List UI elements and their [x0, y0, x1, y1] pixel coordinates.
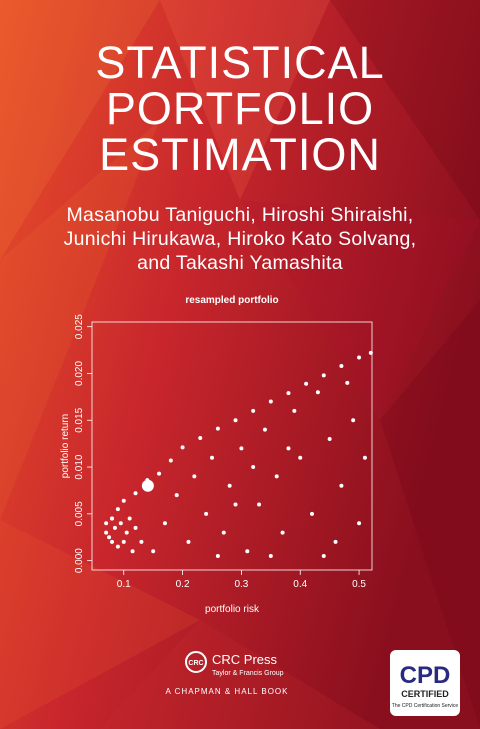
point: [157, 471, 162, 476]
x-tick-label: 0.1: [117, 579, 131, 590]
author-line: Junichi Hirukawa, Hiroko Kato Solvang,: [64, 228, 417, 250]
publisher-name: CRC Press: [212, 652, 278, 667]
badge-mark: CPD: [400, 662, 451, 689]
point: [118, 521, 123, 526]
author-line: and Takashi Yamashita: [137, 252, 343, 274]
point: [121, 498, 126, 503]
crc-logo-text: CRC: [188, 660, 203, 667]
point: [174, 493, 179, 498]
author-line: Masanobu Taniguchi, Hiroshi Shiraishi,: [66, 204, 413, 226]
point: [180, 445, 185, 450]
point: [186, 539, 191, 544]
point: [104, 530, 109, 535]
title-line: ESTIMATION: [99, 129, 381, 180]
point: [321, 553, 326, 558]
point: [115, 507, 120, 512]
point: [286, 446, 291, 451]
point: [298, 455, 303, 460]
point: [151, 549, 156, 554]
point: [221, 530, 226, 535]
y-axis-label: portfolio return: [60, 414, 71, 478]
point: [327, 436, 332, 441]
point: [110, 516, 114, 521]
point: [139, 539, 144, 544]
point: [204, 511, 209, 516]
point: [133, 525, 138, 530]
point: [104, 521, 109, 526]
point: [274, 474, 279, 479]
point: [192, 474, 197, 479]
point: [292, 408, 297, 413]
point: [280, 530, 285, 535]
point: [115, 544, 120, 549]
point: [257, 502, 262, 507]
y-tick-label: 0.020: [74, 361, 85, 386]
point: [362, 455, 367, 460]
point: [357, 521, 362, 526]
y-tick-label: 0.000: [74, 548, 85, 573]
point: [107, 535, 112, 540]
point: [227, 483, 232, 488]
point: [345, 380, 350, 385]
point: [339, 363, 344, 368]
point: [268, 553, 273, 558]
point: [233, 418, 238, 423]
point: [112, 525, 117, 530]
point: [268, 399, 273, 404]
badge-word: CERTIFIED: [401, 689, 449, 699]
point: [339, 483, 344, 488]
point: [133, 491, 138, 496]
point: [251, 408, 256, 413]
y-tick-label: 0.005: [74, 501, 85, 526]
imprint: A CHAPMAN & HALL BOOK: [166, 687, 289, 696]
point: [245, 549, 250, 554]
point: [110, 539, 114, 544]
point: [130, 549, 135, 554]
x-tick-label: 0.4: [293, 579, 307, 590]
x-axis-label: portfolio risk: [205, 604, 260, 615]
x-tick-label: 0.2: [176, 579, 190, 590]
badge-service: The CPD Certification Service: [392, 703, 459, 709]
point: [321, 373, 326, 378]
point: [124, 530, 129, 535]
chart: resampled portfolio portfolio risk portfol…: [60, 295, 373, 615]
point: [233, 502, 238, 507]
title-line: PORTFOLIO: [106, 83, 374, 134]
point: [198, 436, 203, 441]
point: [210, 455, 214, 460]
point: [368, 350, 373, 355]
point: [262, 427, 267, 432]
point: [239, 446, 244, 451]
point: [357, 355, 362, 360]
point: [333, 539, 338, 544]
badge: [390, 650, 460, 716]
y-tick-label: 0.010: [74, 454, 85, 479]
crc-logo: [185, 651, 207, 673]
plot-frame: [91, 321, 373, 571]
point: [310, 511, 314, 516]
point: [215, 553, 220, 558]
point: [251, 465, 256, 470]
point: [304, 381, 309, 386]
point: [162, 521, 167, 526]
x-tick-label: 0.5: [352, 579, 366, 590]
highlight-point: [141, 479, 154, 492]
title-line: STATISTICAL: [95, 37, 384, 88]
point: [315, 390, 320, 395]
point: [286, 391, 291, 396]
x-tick-label: 0.3: [234, 579, 248, 590]
point: [121, 539, 126, 544]
chart-title: resampled portfolio: [185, 295, 278, 306]
point: [215, 426, 220, 431]
point: [351, 418, 356, 423]
y-tick-label: 0.025: [74, 314, 85, 339]
point: [168, 458, 173, 463]
y-tick-label: 0.015: [74, 407, 85, 432]
publisher-group: Taylor & Francis Group: [212, 670, 284, 677]
point: [127, 516, 132, 521]
